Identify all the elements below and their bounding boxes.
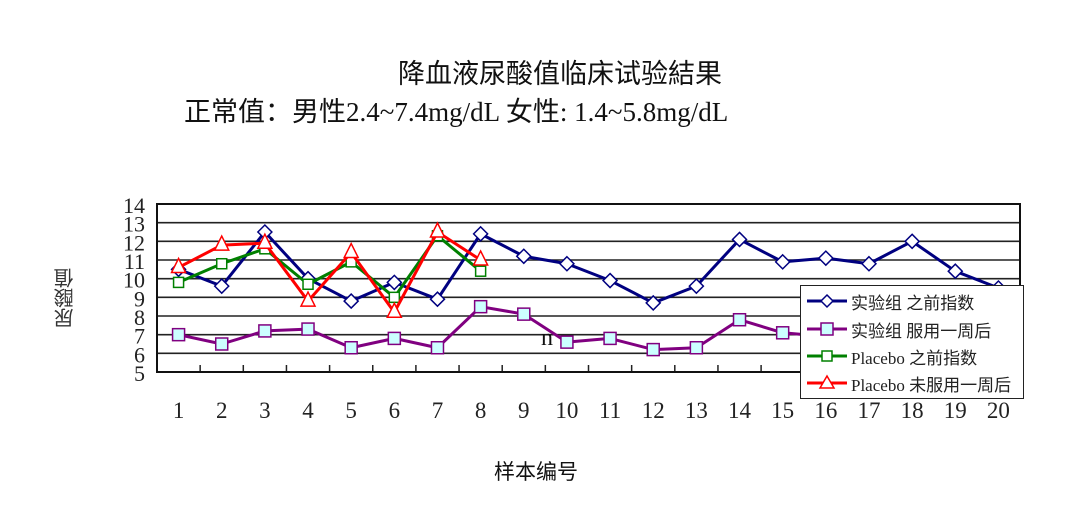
diamond-marker-icon — [807, 293, 847, 309]
square-marker-icon — [732, 312, 747, 327]
square-marker-icon — [689, 340, 704, 355]
x-tick-label: 4 — [302, 398, 314, 423]
y-tick-label: 10 — [123, 268, 145, 293]
square-marker-icon — [215, 257, 228, 270]
x-tick-label: 7 — [432, 398, 444, 423]
legend-label: 实验组 服用一周后 — [851, 321, 992, 341]
legend-label: Placebo 未服用一周后 — [851, 375, 1012, 395]
chart-legend: 实验组 之前指数 实验组 服用一周后 Placebo 之前指数 Placebo … — [800, 285, 1024, 399]
square-marker-icon — [603, 331, 617, 346]
triangle-marker-icon — [386, 301, 403, 319]
y-tick-label: 11 — [124, 249, 145, 274]
series-diamond — [170, 223, 1007, 311]
triangle-marker-icon — [472, 249, 489, 266]
diamond-marker-icon — [472, 225, 489, 242]
y-tick-label: 6 — [134, 342, 145, 367]
y-tick-label: 9 — [134, 286, 145, 311]
triangle-marker-icon — [429, 221, 446, 238]
diamond-marker-icon — [343, 293, 360, 310]
square-marker-icon — [430, 340, 445, 355]
square-marker-icon — [388, 291, 401, 304]
diamond-marker-icon — [558, 255, 575, 272]
square-marker-icon — [473, 299, 488, 314]
x-tick-label: 10 — [555, 398, 578, 423]
legend-item-experiment-before: 实验组 之前指数 — [807, 288, 974, 314]
y-tick-label: 13 — [123, 212, 145, 237]
diamond-marker-icon — [774, 253, 791, 270]
triangle-marker-icon — [342, 241, 360, 259]
square-marker-icon — [807, 350, 847, 362]
diamond-marker-icon — [386, 274, 403, 291]
x-tick-label: 3 — [259, 398, 271, 423]
triangle-marker-icon — [299, 290, 317, 307]
diamond-marker-icon — [731, 231, 748, 248]
diamond-marker-icon — [515, 248, 532, 265]
square-marker-icon — [301, 322, 315, 336]
x-tick-label: 8 — [475, 398, 487, 423]
diamond-marker-icon — [860, 255, 878, 272]
square-marker-icon — [171, 327, 186, 342]
diamond-marker-icon — [817, 250, 834, 267]
y-tick-label: 12 — [123, 230, 145, 255]
y-tick-label: 8 — [134, 305, 145, 330]
square-marker-icon — [172, 276, 185, 289]
x-tick-label: 11 — [599, 398, 621, 423]
x-tick-label: 17 — [857, 398, 880, 423]
x-tick-label: 13 — [685, 398, 708, 423]
diamond-marker-icon — [688, 278, 705, 295]
series-line — [177, 230, 482, 314]
x-tick-label: 5 — [345, 398, 357, 423]
square-marker-icon — [646, 342, 660, 357]
chart-subtitle: 正常值：男性2.4~7.4mg/dL 女性: 1.4~5.8mg/dL — [184, 97, 729, 127]
square-marker-icon — [560, 335, 574, 349]
diamond-marker-icon — [947, 263, 964, 280]
square-marker-icon — [302, 278, 314, 291]
x-tick-label: 15 — [771, 398, 794, 423]
triangle-marker-icon — [807, 374, 847, 389]
diamond-marker-icon — [645, 294, 662, 311]
square-marker-icon — [258, 324, 272, 338]
legend-item-placebo-after: Placebo 未服用一周后 — [807, 370, 1011, 396]
square-marker-icon — [387, 331, 402, 346]
triangle-marker-icon — [256, 232, 274, 249]
legend-item-placebo-before: Placebo 之前指数 — [807, 343, 977, 369]
y-tick-label: 7 — [134, 324, 145, 349]
x-axis-label: 样本编号 — [494, 460, 578, 484]
diamond-marker-icon — [602, 272, 619, 289]
legend-label: 实验组 之前指数 — [851, 293, 975, 313]
y-tick-label: 14 — [123, 193, 145, 218]
square-marker-icon — [214, 337, 229, 351]
square-marker-icon — [474, 265, 487, 277]
square-marker-icon — [344, 340, 358, 355]
x-axis-ticks: 1 2 3 4 5 6 7 8 9 10 11 12 13 14 15 16 17 18 19 20 — [173, 365, 1010, 423]
x-tick-label: 12 — [642, 398, 665, 423]
square-marker-icon — [775, 326, 790, 340]
square-marker-icon — [517, 307, 531, 321]
x-tick-label: 19 — [944, 398, 967, 423]
x-tick-label: 16 — [814, 398, 837, 423]
diamond-marker-icon — [429, 291, 446, 308]
legend-label: Placebo 之前指数 — [851, 348, 978, 368]
series-line — [178, 230, 999, 305]
x-tick-label: 18 — [901, 398, 924, 423]
square-marker-icon — [807, 322, 847, 336]
triangle-marker-icon — [170, 256, 187, 274]
diamond-marker-icon — [904, 233, 921, 250]
x-tick-label: 20 — [987, 398, 1010, 423]
x-tick-label: 1 — [173, 398, 185, 423]
diamond-marker-icon — [213, 278, 230, 295]
x-tick-label: 6 — [389, 398, 401, 423]
triangle-marker-icon — [213, 234, 230, 251]
stray-glyph: n — [541, 325, 553, 351]
x-tick-label: 2 — [216, 398, 228, 423]
y-tick-label: 5 — [134, 361, 145, 386]
x-tick-label: 14 — [728, 398, 752, 423]
legend-item-experiment-after: 实验组 服用一周后 — [807, 316, 991, 342]
series-triangle — [170, 221, 489, 319]
x-tick-label: 9 — [518, 398, 530, 423]
chart-title: 降血液尿酸值临床试验結果 — [398, 59, 722, 90]
